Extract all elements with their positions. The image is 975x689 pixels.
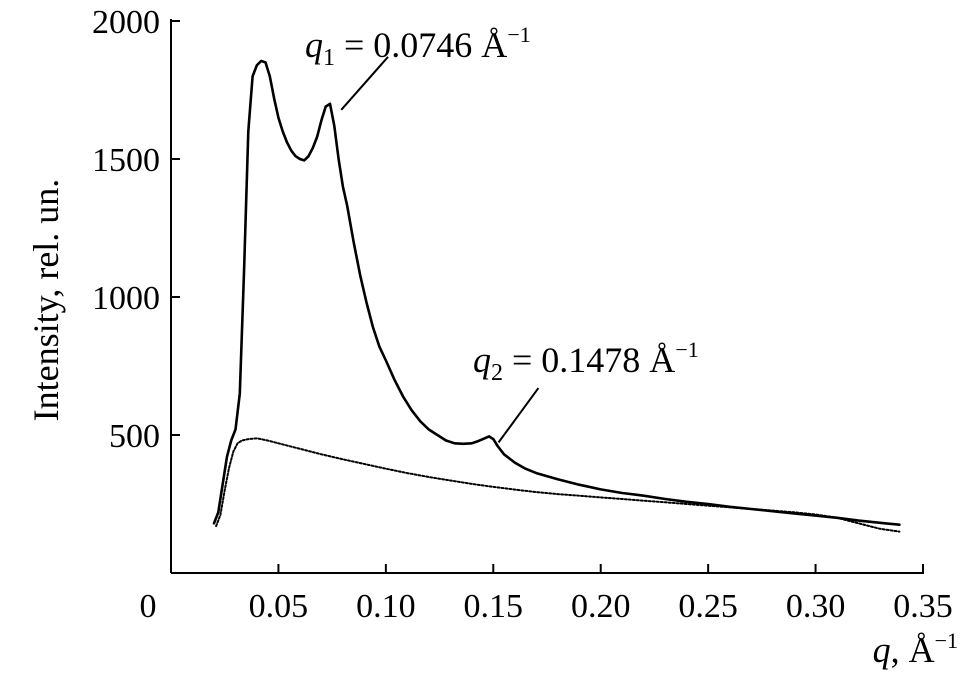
annotation-leader-1: [340, 56, 389, 111]
annotation-sub: 1: [323, 45, 335, 71]
x-axis-title: q, Å−1: [873, 628, 958, 670]
annotation-var: q: [473, 340, 491, 380]
y-tick-label: 2000: [92, 4, 160, 41]
y-axis-title: Intensity, rel. un.: [26, 179, 66, 422]
y-tick-label: 1000: [92, 280, 160, 317]
x-tick-label: 0.25: [678, 588, 738, 625]
series-line-2-dotted: [215, 437, 901, 533]
annotation-var: q: [305, 25, 323, 65]
y-tick-label: 1500: [92, 142, 160, 179]
series-line-1-solid: [212, 59, 901, 526]
annotation-eq: = 0.1478 Å: [503, 340, 675, 380]
origin-label: 0: [140, 588, 157, 625]
annotation-sup: −1: [675, 337, 698, 362]
annotation-eq: = 0.0746 Å: [335, 25, 507, 65]
annotation-sub: 2: [491, 360, 503, 386]
x-tick-label: 0.15: [464, 588, 524, 625]
axis-labels: 0 Intensity, rel. un. q, Å−1: [26, 179, 958, 670]
annotation-label-1: q1 = 0.0746 Å−1: [305, 22, 531, 71]
x-axis-title-exp: −1: [935, 628, 958, 653]
x-axis-title-unit: Å: [909, 630, 935, 670]
x-tick-label: 0.35: [893, 588, 953, 625]
annotation-label-2: q2 = 0.1478 Å−1: [473, 337, 699, 386]
axes: 0.05 0.10 0.15 0.20 0.25 0.30 0.35 500 1000 1500 2…: [92, 4, 953, 625]
series-group: [212, 59, 901, 533]
annotation-leader-2: [497, 387, 540, 443]
x-tick-label: 0.05: [249, 588, 309, 625]
x-axis-title-var: q: [873, 630, 891, 670]
annotation-sup: −1: [507, 22, 530, 47]
annotations: q1 = 0.0746 Å−1q2 = 0.1478 Å−1: [305, 22, 699, 443]
x-tick-label: 0.30: [786, 588, 846, 625]
x-tick-label: 0.20: [571, 588, 631, 625]
y-tick-label: 500: [109, 418, 160, 455]
x-tick-label: 0.10: [356, 588, 416, 625]
